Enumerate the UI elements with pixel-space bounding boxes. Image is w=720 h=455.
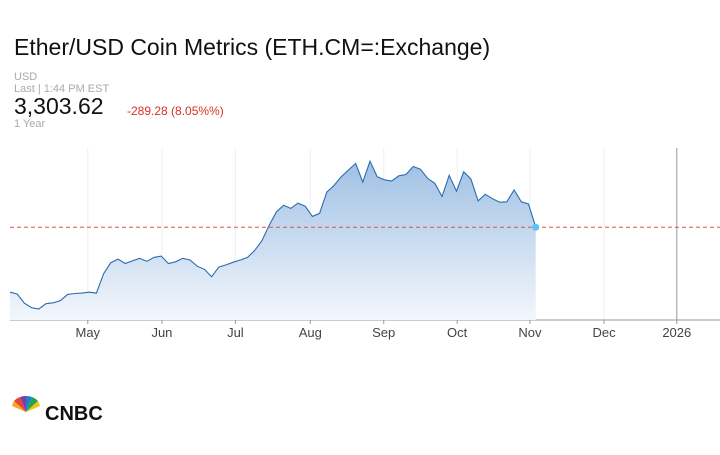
last-time: Last | 1:44 PM EST bbox=[14, 83, 109, 95]
x-tick-label: Sep bbox=[372, 325, 395, 340]
x-tick-label: Nov bbox=[518, 325, 542, 340]
logo: CNBC bbox=[12, 395, 103, 425]
title: Ether/USD Coin Metrics (ETH.CM=:Exchange… bbox=[14, 34, 490, 60]
price: 3,303.62 bbox=[14, 93, 104, 119]
line bbox=[9, 159, 537, 310]
change: -289.28 (8.05%%) bbox=[127, 104, 224, 118]
x-tick-label: Jul bbox=[227, 325, 244, 340]
currency: USD bbox=[14, 71, 37, 83]
x-tick-label: 2026 bbox=[662, 325, 691, 340]
range: 1 Year bbox=[14, 118, 46, 130]
last-point bbox=[532, 223, 540, 231]
x-tick-label: Oct bbox=[447, 325, 468, 340]
x-tick-label: Dec bbox=[593, 325, 617, 340]
logo-text: CNBC bbox=[45, 403, 103, 425]
x-tick-label: May bbox=[75, 325, 100, 340]
x-tick-label: Jun bbox=[151, 325, 172, 340]
area bbox=[10, 161, 536, 320]
x-tick-label: Aug bbox=[299, 325, 322, 340]
